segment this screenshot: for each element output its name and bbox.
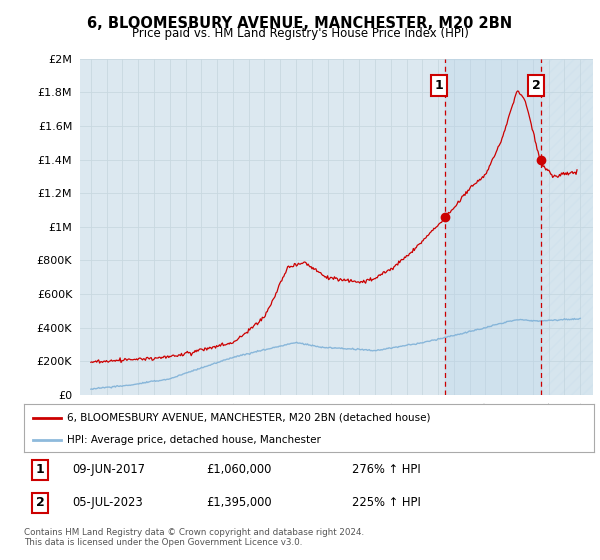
Text: 2: 2 [35, 496, 44, 509]
Text: Contains HM Land Registry data © Crown copyright and database right 2024.
This d: Contains HM Land Registry data © Crown c… [24, 528, 364, 547]
Bar [445, 59, 541, 395]
Text: 1: 1 [35, 463, 44, 476]
Text: 09-JUN-2017: 09-JUN-2017 [73, 463, 145, 476]
Text: Price paid vs. HM Land Registry's House Price Index (HPI): Price paid vs. HM Land Registry's House … [131, 27, 469, 40]
Text: 6, BLOOMESBURY AVENUE, MANCHESTER, M20 2BN (detached house): 6, BLOOMESBURY AVENUE, MANCHESTER, M20 2… [67, 413, 430, 423]
Text: 276% ↑ HPI: 276% ↑ HPI [352, 463, 421, 476]
Text: 6, BLOOMESBURY AVENUE, MANCHESTER, M20 2BN: 6, BLOOMESBURY AVENUE, MANCHESTER, M20 2… [88, 16, 512, 31]
Text: 1: 1 [434, 79, 443, 92]
Text: £1,060,000: £1,060,000 [206, 463, 272, 476]
Text: 2: 2 [532, 79, 541, 92]
Text: £1,395,000: £1,395,000 [206, 496, 272, 509]
Text: HPI: Average price, detached house, Manchester: HPI: Average price, detached house, Manc… [67, 435, 320, 445]
Bar [541, 59, 596, 395]
Text: 225% ↑ HPI: 225% ↑ HPI [352, 496, 421, 509]
Text: 05-JUL-2023: 05-JUL-2023 [73, 496, 143, 509]
